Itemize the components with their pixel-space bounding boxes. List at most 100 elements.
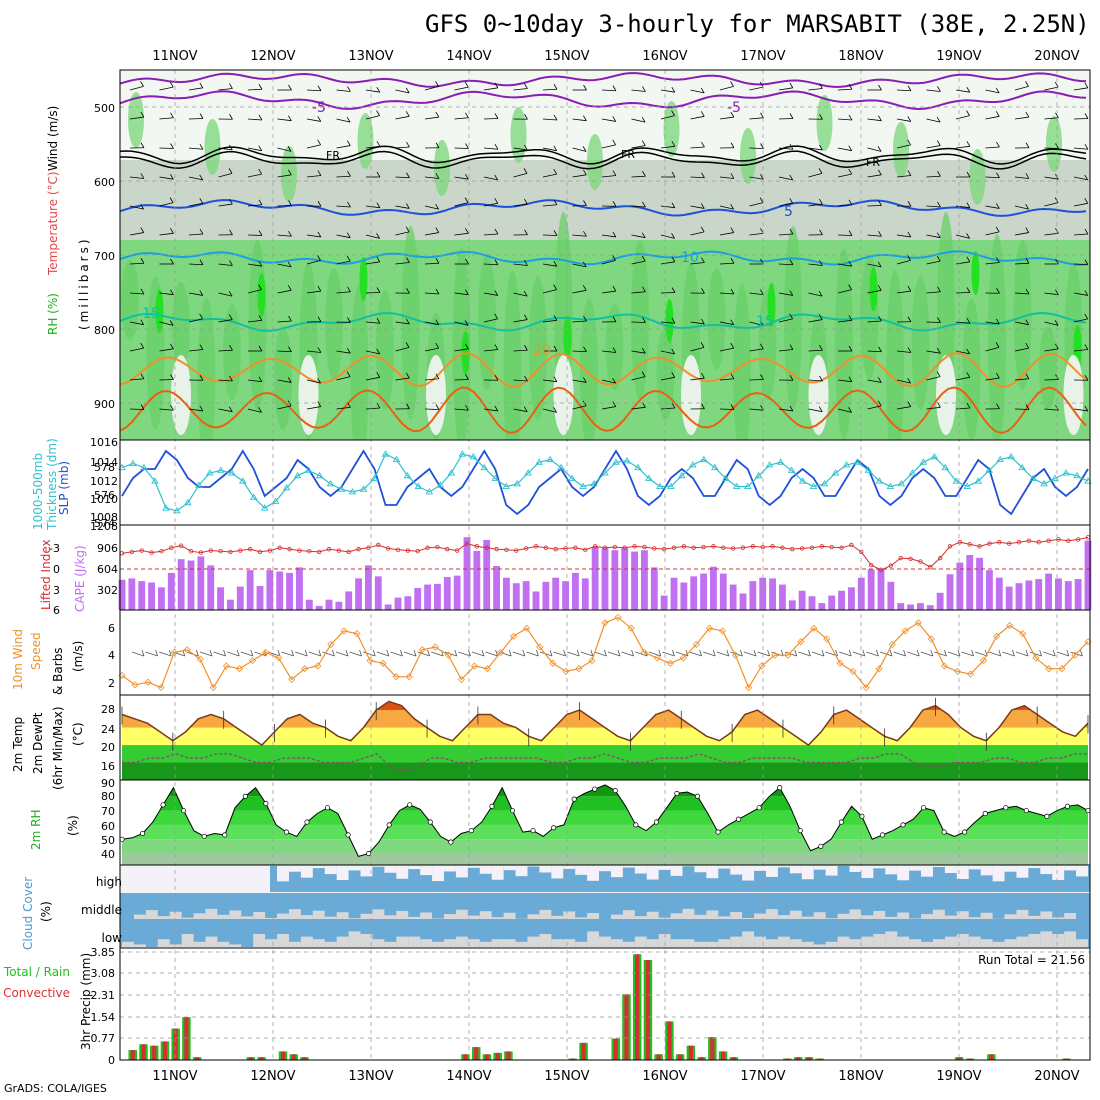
- cape-bar: [345, 591, 353, 610]
- cloud-low-bar: [193, 941, 206, 947]
- thickness-marker: [227, 469, 236, 476]
- precip-convective-bar: [720, 1051, 726, 1060]
- wind-barb: [424, 347, 439, 352]
- wind-barb: [424, 262, 440, 265]
- cape-bar: [1064, 581, 1072, 610]
- wind-barb-flag: [907, 377, 911, 384]
- cloud-mid-bar: [408, 916, 421, 919]
- wind-barb-flag: [169, 81, 174, 88]
- li-marker: [849, 542, 854, 548]
- cloud-high-bar: [909, 866, 922, 871]
- rh-gap: [298, 355, 319, 435]
- wind-barb-flag: [523, 290, 528, 297]
- wind-barb-flag: [878, 346, 882, 352]
- wind-barb-flag: [582, 261, 587, 268]
- wind-barb-flag: [701, 318, 705, 325]
- cloud-mid-bar: [205, 908, 218, 919]
- barb-10m-flag: [1025, 649, 1029, 657]
- wind-barb-flag: [671, 256, 676, 263]
- li-marker: [376, 542, 381, 548]
- li-marker: [149, 550, 154, 555]
- wind-barb: [1073, 318, 1088, 323]
- wind-barb-flag: [317, 85, 322, 91]
- cloud-mid-bar: [694, 914, 707, 919]
- wind-barb-flag: [612, 116, 617, 122]
- cape-bar: [256, 585, 264, 610]
- wind-barb: [129, 378, 144, 381]
- wind-barb-flag: [228, 314, 233, 320]
- barb-10m-flag: [740, 649, 743, 657]
- wind-barb: [749, 321, 764, 326]
- wind-marker: [340, 627, 348, 635]
- wind-barb-flag: [878, 200, 882, 206]
- cloud-low-bar: [133, 944, 146, 947]
- rh-blob-upper: [510, 107, 527, 163]
- barb-10m-flag: [835, 649, 838, 657]
- rh-blob: [962, 298, 981, 440]
- precip-convective-bar: [635, 954, 640, 1060]
- barb-10m: [485, 651, 498, 657]
- wind-barb-flag: [406, 403, 410, 409]
- wind-barb: [837, 88, 853, 91]
- wind-barb: [955, 234, 970, 239]
- wind-barb: [424, 205, 439, 210]
- wind-barb: [955, 145, 970, 149]
- li-marker: [671, 545, 677, 550]
- rh-blob: [605, 304, 624, 390]
- wind-barb-flag: [848, 199, 853, 205]
- wind-barb: [690, 176, 705, 179]
- wind-barb: [601, 118, 616, 122]
- wind-barb: [1014, 116, 1029, 120]
- upper-contour-labels: -5 -5 FR FR FR 5 10 15 15 20: [142, 100, 880, 359]
- wind-barb-flag: [907, 139, 911, 146]
- cloud-mid-bar: [885, 916, 898, 919]
- cloud-mid-bar: [1064, 913, 1077, 919]
- wind-marker: [758, 662, 766, 670]
- cloud-low-bar: [754, 936, 766, 947]
- li-marker: [169, 545, 174, 550]
- slp-line: [121, 449, 1089, 516]
- cape-bar: [315, 605, 323, 610]
- wind-barb-flag: [759, 173, 764, 180]
- cloud-high-bar: [288, 866, 301, 872]
- cape-tick: 604: [97, 563, 118, 576]
- rh-blob-saturated: [971, 251, 980, 295]
- rh-marker: [1044, 813, 1050, 819]
- wind-barb-flag: [288, 200, 292, 206]
- upper-left-labels: Wind (m/s) Temperature (°C) RH (%) (mill…: [46, 106, 91, 335]
- cloud-low-bar: [217, 941, 230, 947]
- wind-barb-flag: [819, 198, 823, 205]
- precip-convective-bar: [688, 1045, 693, 1060]
- wind-barb-flag: [169, 320, 174, 326]
- wind-barb-flag: [995, 111, 1000, 117]
- wind-barb-flag: [1054, 81, 1059, 88]
- cloud-low-bar: [706, 941, 719, 947]
- wind-barb: [247, 379, 262, 383]
- wind-barb-flag: [701, 288, 705, 294]
- cloud-panel: high middle low Cloud Cover (%): [21, 865, 1090, 950]
- li-marker: [326, 546, 332, 552]
- wind-barb-flag: [996, 257, 1000, 263]
- wind-marker: [209, 684, 217, 692]
- wind-barb-flag: [966, 318, 971, 324]
- barb-10m: [254, 651, 267, 657]
- wind-barb: [1044, 86, 1059, 91]
- wind-barb: [719, 232, 734, 236]
- thickness-marker: [678, 471, 686, 479]
- wind-barb-flag: [730, 288, 735, 295]
- cloud-mid-bar: [909, 918, 922, 919]
- cloud-low-bar: [527, 936, 540, 947]
- rh-blob-saturated: [563, 315, 572, 359]
- wind-barb: [1044, 348, 1059, 352]
- wind-barb: [808, 379, 823, 382]
- rh-blob-upper: [663, 101, 680, 157]
- wind-barb-flag: [848, 145, 853, 151]
- wind-barb-flag: [494, 113, 499, 119]
- wind-marker: [731, 651, 740, 659]
- wind-barb: [365, 115, 380, 120]
- wind-barb-flag: [287, 169, 292, 176]
- wind-barb: [867, 320, 882, 323]
- wind-barb-flag: [1084, 405, 1089, 412]
- wind-barb-flag: [435, 319, 440, 325]
- wind-barb-flag: [258, 284, 262, 290]
